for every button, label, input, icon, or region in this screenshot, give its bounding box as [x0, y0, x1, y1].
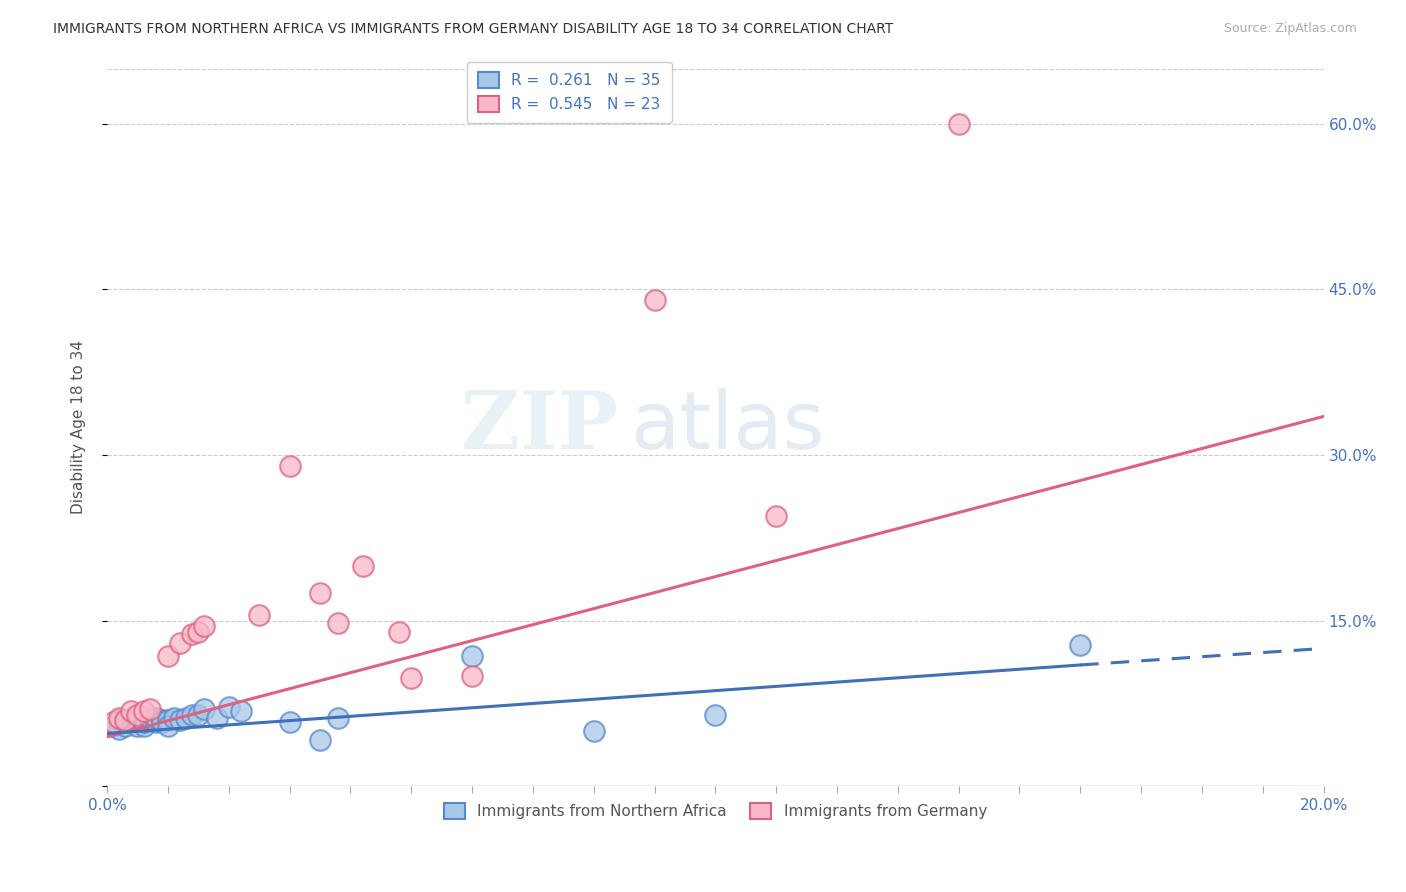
Point [145, 715, 167, 730]
Point [193, 619, 215, 633]
Point [169, 636, 191, 650]
Text: atlas: atlas [630, 389, 824, 467]
Point [388, 624, 411, 639]
Point [120, 715, 142, 730]
Point [138, 702, 160, 716]
Point [145, 711, 167, 725]
Point [132, 715, 155, 730]
Point [163, 711, 186, 725]
Point [205, 711, 228, 725]
Point [101, 719, 124, 733]
Point [156, 649, 179, 664]
Point [328, 711, 350, 725]
Point [120, 704, 142, 718]
Point [132, 704, 155, 718]
Point [1069, 638, 1091, 652]
Point [127, 713, 149, 727]
Point [156, 719, 179, 733]
Point [278, 459, 301, 474]
Point [150, 715, 173, 730]
Point [174, 711, 197, 725]
Text: Source: ZipAtlas.com: Source: ZipAtlas.com [1223, 22, 1357, 36]
Point [765, 508, 787, 523]
Point [156, 713, 179, 727]
Point [114, 715, 136, 730]
Point [108, 722, 131, 736]
Point [127, 719, 149, 733]
Point [187, 624, 209, 639]
Point [948, 117, 970, 131]
Point [181, 707, 204, 722]
Point [132, 719, 155, 733]
Point [114, 719, 136, 733]
Point [138, 711, 160, 725]
Point [120, 713, 142, 727]
Point [169, 713, 191, 727]
Point [150, 713, 173, 727]
Point [328, 615, 350, 630]
Point [187, 707, 209, 722]
Text: IMMIGRANTS FROM NORTHERN AFRICA VS IMMIGRANTS FROM GERMANY DISABILITY AGE 18 TO : IMMIGRANTS FROM NORTHERN AFRICA VS IMMIG… [53, 22, 894, 37]
Y-axis label: Disability Age 18 to 34: Disability Age 18 to 34 [72, 341, 86, 515]
Point [461, 669, 484, 683]
Point [101, 715, 124, 730]
Point [193, 702, 215, 716]
Point [704, 707, 727, 722]
Point [114, 713, 136, 727]
Point [461, 649, 484, 664]
Legend: Immigrants from Northern Africa, Immigrants from Germany: Immigrants from Northern Africa, Immigra… [437, 797, 993, 825]
Point [278, 715, 301, 730]
Point [352, 558, 374, 573]
Point [108, 713, 131, 727]
Point [582, 724, 605, 739]
Point [247, 608, 270, 623]
Point [399, 671, 422, 685]
Point [218, 700, 240, 714]
Point [309, 733, 332, 747]
Point [181, 627, 204, 641]
Text: ZIP: ZIP [461, 389, 619, 467]
Point [229, 704, 252, 718]
Point [138, 713, 160, 727]
Point [309, 586, 332, 600]
Point [644, 293, 666, 308]
Point [108, 711, 131, 725]
Point [127, 707, 149, 722]
